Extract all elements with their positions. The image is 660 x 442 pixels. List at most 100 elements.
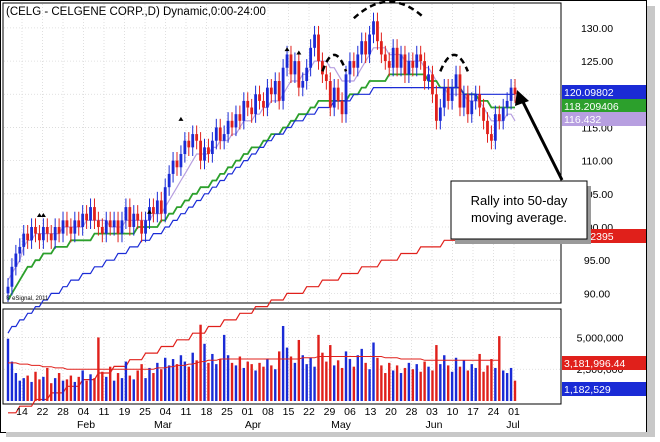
candle-body: [372, 21, 375, 35]
annotation-line-1: Rally into 50-day: [471, 193, 568, 208]
volume-bar: [93, 378, 96, 401]
candle-body: [285, 54, 289, 68]
volume-bar: [466, 370, 470, 401]
volume-bar: [352, 366, 356, 401]
volume-bar: [395, 365, 399, 401]
volume-bar: [42, 376, 45, 401]
candle-body: [183, 140, 187, 154]
candle-body: [273, 81, 277, 95]
candle-body: [431, 74, 434, 95]
volume-bar: [65, 379, 69, 401]
volume-bar: [258, 362, 261, 401]
chart-title: (CELG - CELGENE CORP.,D) Dynamic,0:00-24…: [6, 6, 266, 18]
date-tick-label: 17: [467, 406, 479, 418]
moving-average-line: [7, 47, 516, 281]
volume-bar: [384, 373, 387, 401]
volume-bar: [6, 338, 10, 401]
volume-bar: [89, 374, 92, 401]
volume-bar: [175, 364, 179, 401]
candle-body: [446, 87, 450, 101]
candle-body: [501, 107, 505, 121]
volume-bar: [128, 375, 132, 401]
volume-bar: [336, 360, 340, 401]
candle-body: [513, 87, 517, 95]
volume-bar: [238, 356, 242, 401]
volume-bar: [171, 359, 175, 401]
volume-bar: [242, 367, 246, 401]
date-tick-label: 19: [119, 406, 131, 418]
candle-body: [65, 220, 69, 227]
volume-bar: [340, 367, 344, 401]
volume-bar: [348, 359, 352, 401]
candle-body: [328, 81, 332, 108]
candle-body: [321, 61, 324, 75]
candle-body: [100, 227, 104, 234]
volume-bar: [443, 355, 446, 401]
candle-body: [411, 61, 415, 68]
candle-body: [434, 94, 438, 121]
volume-bar: [388, 362, 391, 401]
candle-body: [73, 220, 77, 234]
candle-body: [297, 61, 301, 88]
candle-body: [419, 54, 423, 62]
date-tick-label: 01: [242, 406, 254, 418]
candle-body: [258, 94, 261, 101]
volume-bar: [391, 370, 395, 401]
candle-body: [407, 61, 411, 75]
volume-bar: [305, 364, 308, 401]
volume-bar: [132, 379, 135, 401]
volume-bar: [297, 339, 301, 401]
date-tick-label: 08: [262, 406, 274, 418]
candle-body: [218, 127, 222, 141]
volume-bar: [293, 362, 297, 401]
volume-bar: [356, 355, 359, 401]
volume-bar: [14, 373, 18, 401]
candle-body: [155, 200, 159, 214]
volume-bar: [270, 365, 273, 401]
volume-bar: [317, 334, 320, 401]
candle-body: [210, 140, 214, 154]
volume-bar: [156, 362, 159, 401]
volume-bar: [509, 367, 513, 401]
volume-bar: [415, 364, 418, 401]
value-badge-text: 118.209406: [564, 101, 619, 113]
volume-bar: [313, 366, 316, 401]
candle-body: [116, 220, 120, 234]
volume-bar: [160, 369, 163, 401]
volume-bar: [215, 364, 218, 401]
dashed-arc: [353, 0, 426, 20]
candle-body: [85, 213, 89, 221]
volume-bar: [411, 369, 415, 401]
volume-bar: [246, 361, 249, 401]
candle-body: [470, 100, 474, 115]
candle-body: [128, 207, 132, 227]
candle-body: [112, 220, 116, 227]
month-label: Feb: [77, 419, 95, 431]
volume-bar: [281, 325, 285, 401]
candle-body: [18, 246, 22, 254]
candle-body: [309, 47, 313, 68]
volume-bar: [207, 362, 210, 401]
annotation-callout: Rally into 50-day moving average.: [450, 90, 591, 244]
volume-bar: [454, 357, 458, 401]
volume-bar: [285, 347, 289, 401]
candle-body: [301, 81, 305, 88]
candle-body: [387, 61, 391, 68]
volume-bar: [211, 353, 214, 401]
candle-body: [207, 147, 210, 154]
volume-bar: [140, 364, 143, 401]
volume-bar: [360, 348, 363, 401]
candle-body: [466, 94, 470, 115]
volume-bar: [108, 366, 112, 401]
candle-body: [415, 54, 419, 68]
price-tick-label: 95.00: [584, 255, 610, 267]
date-tick-label: 25: [139, 406, 151, 418]
volume-bar: [301, 355, 304, 401]
annotation-arrow-head: [515, 90, 529, 106]
moving-average-line: [7, 73, 515, 301]
candle-body: [26, 233, 30, 241]
annotation-box: [450, 180, 588, 240]
volume-bar: [403, 367, 407, 401]
